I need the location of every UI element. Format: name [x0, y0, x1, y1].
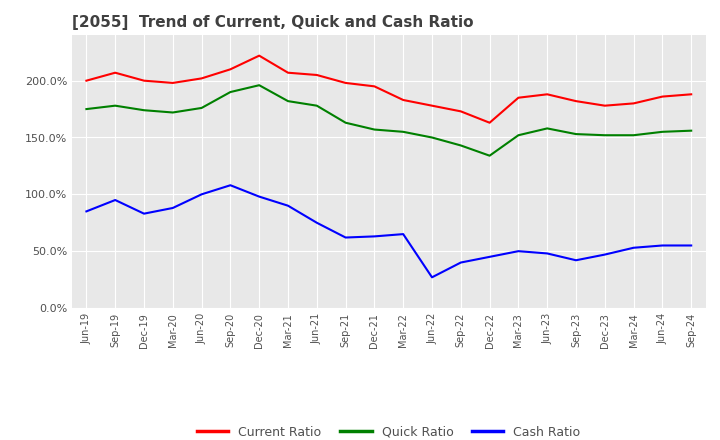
- Cash Ratio: [140, 211, 148, 216]
- Quick Ratio: [572, 132, 580, 137]
- Current Ratio: [658, 94, 667, 99]
- Cash Ratio: [572, 258, 580, 263]
- Cash Ratio: [370, 234, 379, 239]
- Cash Ratio: [687, 243, 696, 248]
- Current Ratio: [140, 78, 148, 83]
- Quick Ratio: [312, 103, 321, 108]
- Cash Ratio: [168, 205, 177, 211]
- Legend: Current Ratio, Quick Ratio, Cash Ratio: Current Ratio, Quick Ratio, Cash Ratio: [192, 421, 585, 440]
- Quick Ratio: [543, 126, 552, 131]
- Cash Ratio: [341, 235, 350, 240]
- Current Ratio: [168, 80, 177, 85]
- Quick Ratio: [140, 107, 148, 113]
- Current Ratio: [82, 78, 91, 83]
- Current Ratio: [197, 76, 206, 81]
- Current Ratio: [428, 103, 436, 108]
- Current Ratio: [485, 120, 494, 125]
- Cash Ratio: [658, 243, 667, 248]
- Quick Ratio: [341, 120, 350, 125]
- Cash Ratio: [600, 252, 609, 257]
- Quick Ratio: [428, 135, 436, 140]
- Line: Cash Ratio: Cash Ratio: [86, 185, 691, 277]
- Current Ratio: [600, 103, 609, 108]
- Line: Quick Ratio: Quick Ratio: [86, 85, 691, 156]
- Quick Ratio: [629, 132, 638, 138]
- Current Ratio: [687, 92, 696, 97]
- Cash Ratio: [514, 249, 523, 254]
- Cash Ratio: [543, 251, 552, 256]
- Quick Ratio: [399, 129, 408, 135]
- Cash Ratio: [312, 220, 321, 225]
- Cash Ratio: [485, 254, 494, 260]
- Current Ratio: [255, 53, 264, 58]
- Current Ratio: [456, 109, 465, 114]
- Quick Ratio: [168, 110, 177, 115]
- Quick Ratio: [82, 106, 91, 112]
- Quick Ratio: [226, 89, 235, 95]
- Current Ratio: [111, 70, 120, 75]
- Current Ratio: [629, 101, 638, 106]
- Current Ratio: [370, 84, 379, 89]
- Cash Ratio: [428, 275, 436, 280]
- Current Ratio: [341, 80, 350, 85]
- Current Ratio: [399, 97, 408, 103]
- Current Ratio: [284, 70, 292, 75]
- Current Ratio: [543, 92, 552, 97]
- Cash Ratio: [456, 260, 465, 265]
- Cash Ratio: [226, 183, 235, 188]
- Line: Current Ratio: Current Ratio: [86, 55, 691, 123]
- Current Ratio: [514, 95, 523, 100]
- Current Ratio: [226, 66, 235, 72]
- Quick Ratio: [687, 128, 696, 133]
- Cash Ratio: [284, 203, 292, 209]
- Quick Ratio: [255, 83, 264, 88]
- Cash Ratio: [82, 209, 91, 214]
- Current Ratio: [572, 99, 580, 104]
- Quick Ratio: [600, 132, 609, 138]
- Quick Ratio: [284, 99, 292, 104]
- Cash Ratio: [629, 245, 638, 250]
- Quick Ratio: [514, 132, 523, 138]
- Cash Ratio: [197, 192, 206, 197]
- Current Ratio: [312, 72, 321, 77]
- Quick Ratio: [197, 105, 206, 110]
- Quick Ratio: [111, 103, 120, 108]
- Cash Ratio: [111, 198, 120, 203]
- Quick Ratio: [658, 129, 667, 135]
- Quick Ratio: [485, 153, 494, 158]
- Cash Ratio: [399, 231, 408, 237]
- Text: [2055]  Trend of Current, Quick and Cash Ratio: [2055] Trend of Current, Quick and Cash …: [72, 15, 474, 30]
- Quick Ratio: [370, 127, 379, 132]
- Quick Ratio: [456, 143, 465, 148]
- Cash Ratio: [255, 194, 264, 199]
